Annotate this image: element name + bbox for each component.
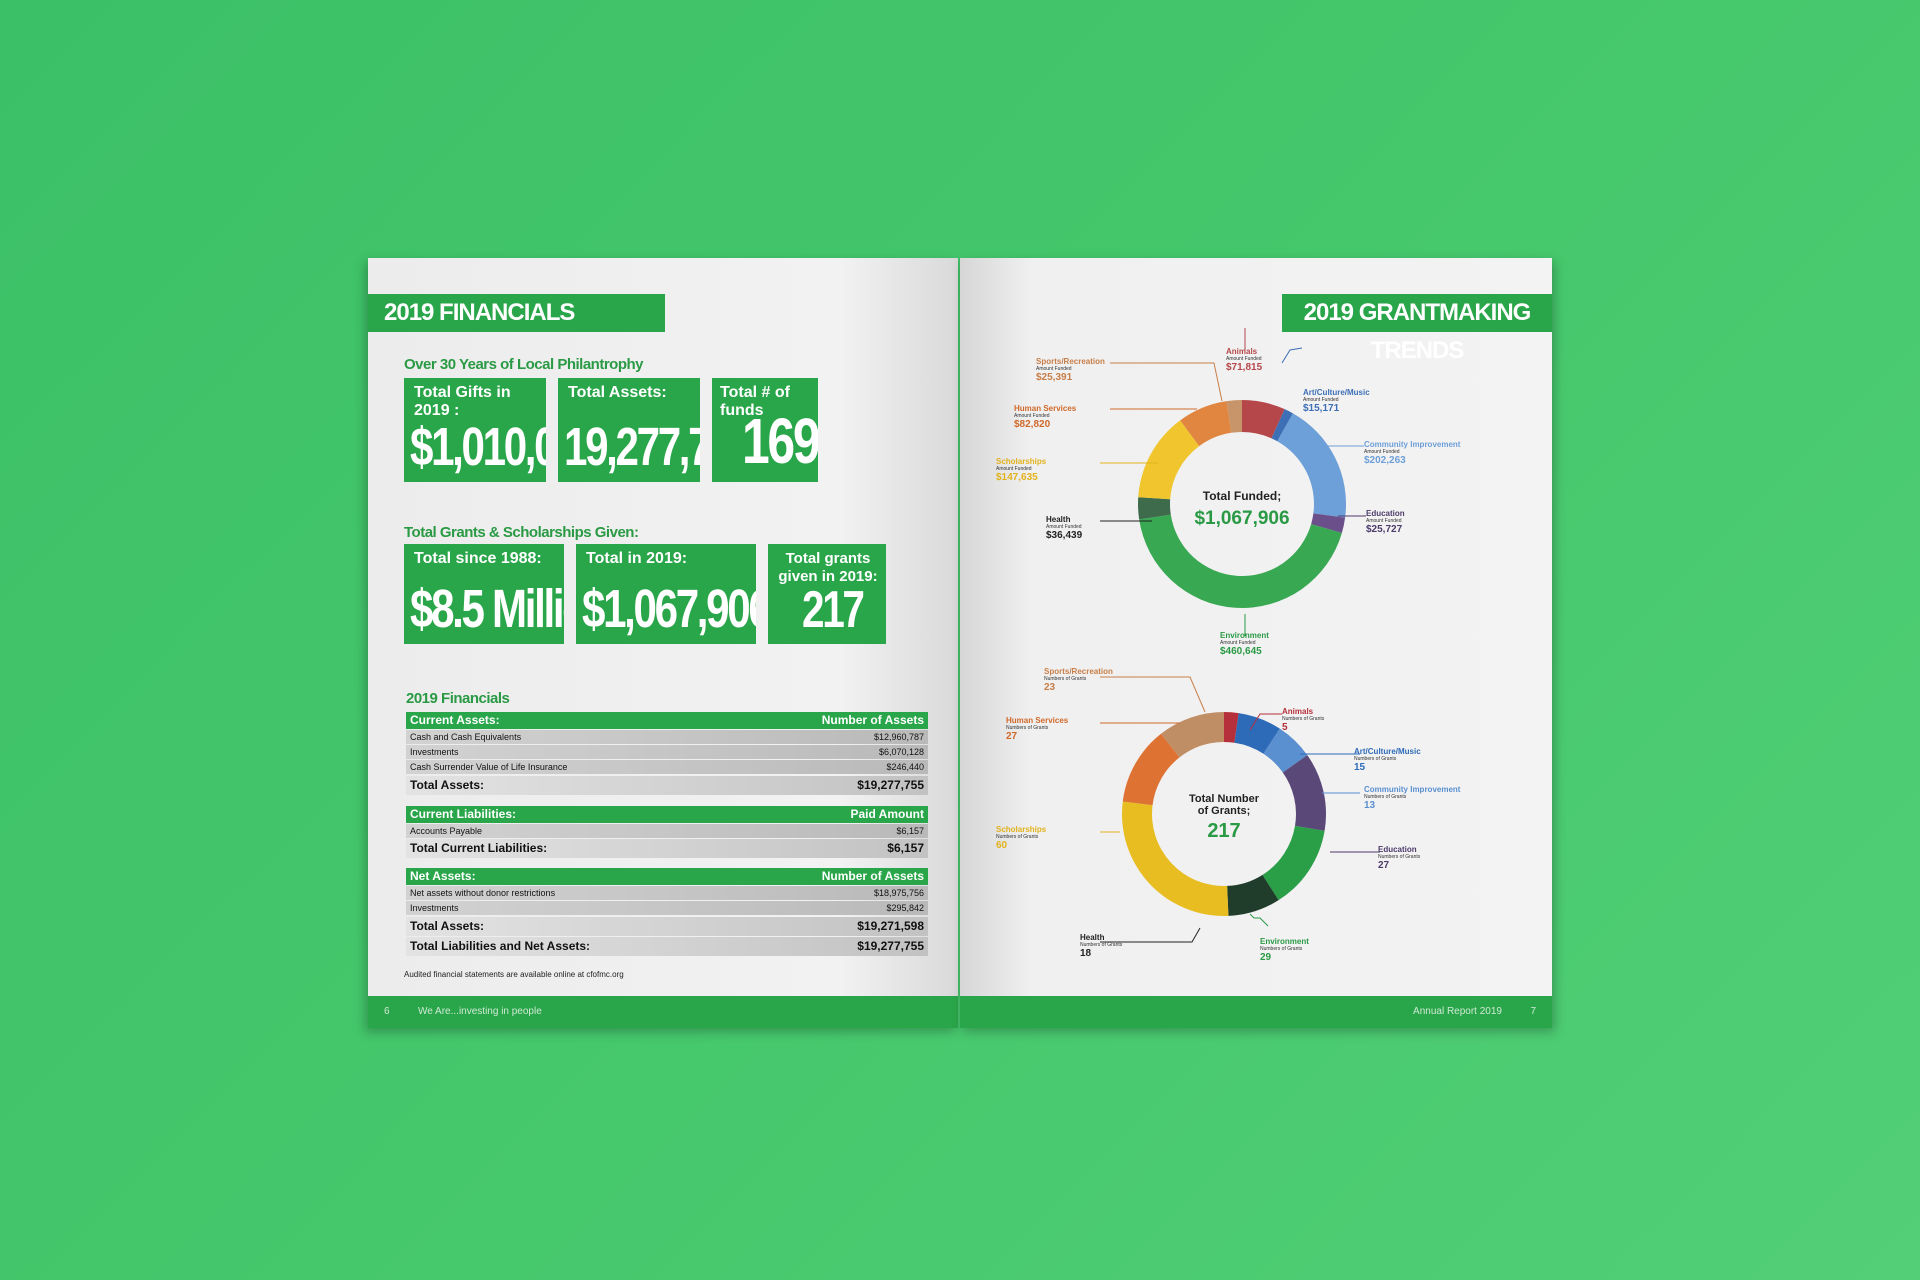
callout-education-count: Education Numbers of Grants 27 xyxy=(1378,845,1421,872)
donut-slice-education xyxy=(1282,755,1326,831)
funded-donut-chart: Total Funded; $1,067,906 xyxy=(1138,400,1346,609)
donut-slice-sports-recreation xyxy=(1226,400,1242,433)
stat-value: 19,277,755 xyxy=(564,417,700,477)
current-assets-header: Current Assets: Number of Assets xyxy=(406,712,928,729)
audit-note: Audited financial statements are availab… xyxy=(404,970,624,979)
table-row: Investments $6,070,128 xyxy=(406,745,928,759)
stat-total-assets: Total Assets: 19,277,755 xyxy=(558,378,700,482)
donut-slice-art-culture-music xyxy=(1271,409,1293,442)
stat-label: Total in 2019: xyxy=(586,550,688,567)
grantmaking-banner: 2019 GRANTMAKING TRENDS xyxy=(1282,294,1552,364)
table-row: Cash Surrender Value of Life Insurance $2… xyxy=(406,760,928,774)
donut2-center-value: 217 xyxy=(1207,820,1240,842)
donut-slice-community-improvement xyxy=(1277,413,1346,518)
right-page: 2019 GRANTMAKING TRENDS Total Funded; $1… xyxy=(960,258,1552,1028)
donut-slice-environment xyxy=(1139,514,1342,609)
footer-tagline: We Are...investing in people xyxy=(418,1006,542,1017)
callout-animals-count: Animals Numbers of Grants 5 xyxy=(1282,707,1325,734)
donut1-center-label: Total Funded; xyxy=(1203,489,1281,503)
table-grand-total-row: Total Liabilities and Net Assets: $19,277… xyxy=(406,937,928,956)
table-row: Cash and Cash Equivalents $12,960,787 xyxy=(406,730,928,744)
table-row: Accounts Payable $6,157 xyxy=(406,824,928,838)
donut-slice-art-culture-music xyxy=(1234,713,1280,754)
donut-slice-animals xyxy=(1242,400,1285,439)
stat-value: $1,067,906 xyxy=(582,579,756,639)
stat-total-funds: Total # of funds 169 xyxy=(712,378,818,482)
donut-slice-scholarships xyxy=(1122,801,1229,916)
stat-label: Total Gifts in 2019 : xyxy=(414,384,511,419)
financials-heading: 2019 Financials xyxy=(406,690,510,707)
donut-slice-animals xyxy=(1224,712,1239,743)
table-row: Investments $295,842 xyxy=(406,901,928,915)
donut-slice-health xyxy=(1227,874,1279,916)
table-total-row: Total Assets: $19,271,598 xyxy=(406,917,928,936)
callout-human-services-count: Human Services Numbers of Grants 27 xyxy=(1006,716,1069,743)
callout-animals-amount: Animals Amount Funded $71,815 xyxy=(1226,347,1263,374)
stat-label: Total since 1988: xyxy=(414,550,542,567)
donut-slice-environment xyxy=(1262,825,1325,901)
callout-community-count: Community Improvement Numbers of Grants 13 xyxy=(1364,785,1461,812)
callout-scholarships-amount: Scholarships Amount Funded $147,635 xyxy=(996,457,1047,484)
donut-slice-human-services xyxy=(1180,401,1232,447)
callout-art-amount: Art/Culture/Music Amount Funded $15,171 xyxy=(1303,388,1370,415)
donut-slice-education xyxy=(1311,513,1346,533)
net-assets-header: Net Assets: Number of Assets xyxy=(406,868,928,885)
left-footer: 6 We Are...investing in people xyxy=(368,996,958,1028)
stat-label: Total grants given in 2019: xyxy=(778,550,878,585)
stat-value: $8.5 Million xyxy=(410,579,564,639)
donut-slice-community-improvement xyxy=(1263,728,1308,773)
footer-report-title: Annual Report 2019 xyxy=(1413,1006,1502,1017)
stat-value: 169 xyxy=(742,405,818,477)
section-label: Net Assets: xyxy=(410,869,476,883)
stat-label: Total Assets: xyxy=(568,384,667,401)
stat-label: Total # of funds xyxy=(720,384,790,419)
left-page: 2019 FINANCIALS Over 30 Years of Local P… xyxy=(368,258,958,1028)
stat-total-grants: Total grants given in 2019: 217 xyxy=(768,544,886,644)
stat-value: $1,010,081 xyxy=(410,417,546,477)
grants-count-donut-chart: Total Number of Grants; 217 xyxy=(1122,712,1326,916)
callout-scholarships-count: Scholarships Numbers of Grants 60 xyxy=(996,825,1047,852)
callout-community-amount: Community Improvement Amount Funded $202,2… xyxy=(1364,440,1461,467)
page-number: 6 xyxy=(384,1006,390,1017)
callout-human-services-amount: Human Services Amount Funded $82,820 xyxy=(1014,404,1077,431)
callout-leader-lines xyxy=(1100,328,1380,943)
donut2-center-label-2: of Grants; xyxy=(1198,805,1251,817)
callout-environment-count: Environment Numbers of Grants 29 xyxy=(1260,937,1309,964)
donut1-center-value: $1,067,906 xyxy=(1194,508,1289,529)
philanthropy-heading: Over 30 Years of Local Philantrophy xyxy=(404,356,644,373)
current-liabilities-header: Current Liabilities: Paid Amount xyxy=(406,806,928,823)
callout-education-amount: Education Amount Funded $25,727 xyxy=(1366,509,1405,536)
callout-health-amount: Health Amount Funded $36,439 xyxy=(1046,515,1083,542)
callout-environment-amount: Environment Amount Funded $460,645 xyxy=(1220,631,1269,658)
financials-banner: 2019 FINANCIALS xyxy=(368,294,665,332)
stat-value: 217 xyxy=(802,581,865,639)
donut-slice-scholarships xyxy=(1138,420,1200,500)
section-label: Current Assets: xyxy=(410,713,500,727)
brochure-spread: 2019 FINANCIALS Over 30 Years of Local P… xyxy=(368,258,1552,1028)
grants-heading: Total Grants & Scholarships Given: xyxy=(404,524,639,541)
stat-total-since-1988: Total since 1988: $8.5 Million xyxy=(404,544,564,644)
donut2-center-label-1: Total Number xyxy=(1189,793,1260,805)
donut-slice-human-services xyxy=(1122,733,1180,806)
page-number: 7 xyxy=(1530,1006,1536,1017)
stat-total-in-2019: Total in 2019: $1,067,906 xyxy=(576,544,756,644)
stat-total-gifts: Total Gifts in 2019 : $1,010,081 xyxy=(404,378,546,482)
right-footer: Annual Report 2019 7 xyxy=(960,996,1552,1028)
table-total-row: Total Current Liabilities: $6,157 xyxy=(406,839,928,858)
callout-art-count: Art/Culture/Music Numbers of Grants 15 xyxy=(1354,747,1421,774)
callout-sports-count: Sports/Recreation Numbers of Grants 23 xyxy=(1044,667,1113,694)
donut-slice-health xyxy=(1138,497,1171,520)
table-row: Net assets without donor restrictions $18… xyxy=(406,886,928,900)
callout-sports-amount: Sports/Recreation Amount Funded $25,391 xyxy=(1036,357,1105,384)
callout-health-count: Health Numbers of Grants 18 xyxy=(1080,933,1123,960)
section-column-label: Paid Amount xyxy=(850,807,924,821)
table-total-row: Total Assets: $19,277,755 xyxy=(406,776,928,795)
section-column-label: Number of Assets xyxy=(821,869,924,883)
donut-slice-sports-recreation xyxy=(1160,712,1224,758)
section-column-label: Number of Assets xyxy=(821,713,924,727)
section-label: Current Liabilities: xyxy=(410,807,517,821)
